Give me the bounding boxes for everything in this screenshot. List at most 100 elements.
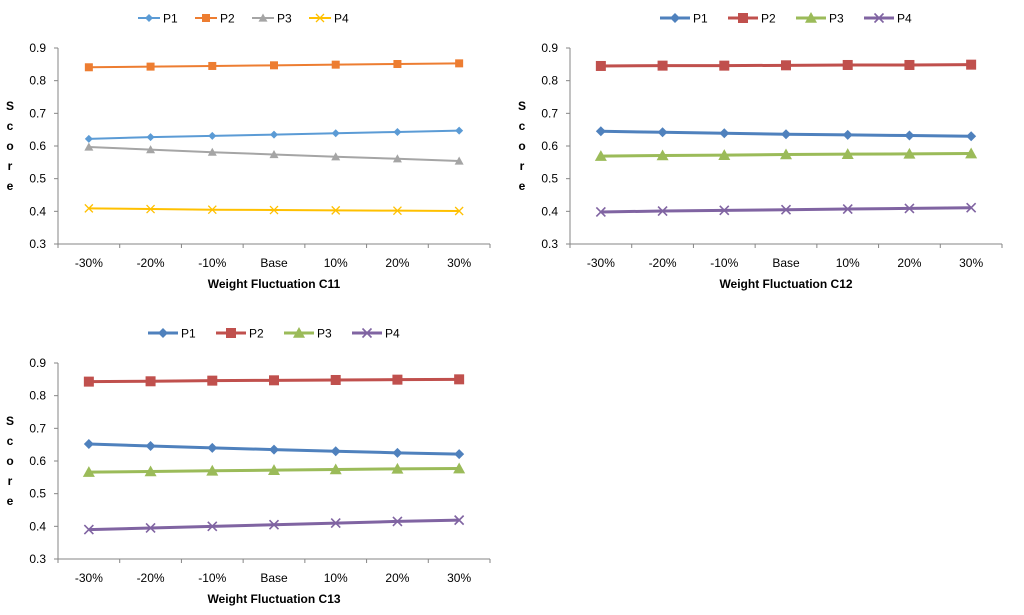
data-point <box>393 60 402 69</box>
data-point <box>392 206 402 216</box>
legend-marker <box>670 13 680 23</box>
legend-item-p3: P3 <box>284 327 332 341</box>
data-point <box>842 129 853 140</box>
legend-marker <box>873 12 885 24</box>
chart-svg: 0.3 0.4 0.5 0.6 0.7 0.8 0.9 -30% -20% -10% Base 10%… <box>6 327 491 606</box>
data-point <box>392 447 403 458</box>
data-point <box>904 59 915 70</box>
legend-label: P4 <box>385 327 400 341</box>
data-point <box>454 156 464 165</box>
data-point <box>331 60 340 69</box>
data-point <box>904 203 915 214</box>
data-point <box>269 375 279 386</box>
data-point <box>207 205 217 215</box>
legend-label: P3 <box>829 12 844 26</box>
x-tick-label: 10% <box>324 256 348 270</box>
data-point <box>842 59 853 70</box>
data-point <box>842 203 853 215</box>
data-point <box>657 60 668 71</box>
x-tick-label: -30% <box>587 256 615 270</box>
x-tick-label: 20% <box>897 256 921 270</box>
data-point <box>392 374 403 385</box>
data-point <box>780 204 792 215</box>
y-tick-label: 0.4 <box>29 519 46 533</box>
series-p1 <box>595 126 977 142</box>
legend-marker <box>315 13 325 23</box>
legend-label: P3 <box>277 12 292 26</box>
x-tick-label: -10% <box>710 256 738 270</box>
data-point <box>331 129 340 138</box>
chart-c11: 0.3 0.4 0.5 0.6 0.7 0.8 0.9 -30% -20% -10% Base 10%… <box>0 0 510 300</box>
x-axis-title: Weight Fluctuation C12 <box>719 277 852 291</box>
data-point <box>904 130 915 141</box>
y-tick-label: 0.3 <box>29 552 46 566</box>
data-point <box>83 376 94 387</box>
chart-c13: 0.3 0.4 0.5 0.6 0.7 0.8 0.9 -30% -20% -10% Base 10%… <box>0 315 510 615</box>
legend: P1 P2 P3 P4 <box>660 12 912 26</box>
data-point <box>270 61 278 70</box>
data-point <box>329 463 342 475</box>
data-point <box>330 374 341 385</box>
y-tick-label: 0.9 <box>29 356 46 370</box>
data-point <box>270 130 278 139</box>
y-tick-label: 0.9 <box>29 41 46 55</box>
legend-marker <box>293 327 305 338</box>
x-tick-label: Base <box>260 256 288 270</box>
data-point <box>268 464 280 475</box>
data-point <box>146 133 155 142</box>
y-tick-label: 0.7 <box>29 421 46 435</box>
data-point <box>719 205 730 216</box>
series-p1 <box>83 439 465 460</box>
data-point <box>455 59 464 68</box>
x-axis-title: Weight Fluctuation C11 <box>208 277 341 291</box>
series-p3 <box>82 462 466 477</box>
data-point <box>208 61 217 70</box>
data-point <box>145 522 156 534</box>
data-point <box>82 466 95 477</box>
data-point <box>269 149 279 159</box>
data-point <box>903 147 916 159</box>
legend-label: P2 <box>249 327 264 341</box>
legend-label: P3 <box>317 327 332 341</box>
series-p4 <box>83 515 465 535</box>
data-point <box>718 149 731 160</box>
x-tick-label: -10% <box>198 256 226 270</box>
x-tick-label: -20% <box>137 571 165 585</box>
legend-item-p4: P4 <box>309 12 349 26</box>
legend-label: P2 <box>220 12 235 26</box>
data-point <box>208 131 217 140</box>
x-tick-label: 10% <box>836 256 860 270</box>
data-point <box>84 134 93 143</box>
series-p2 <box>83 374 465 387</box>
legend-item-p2: P2 <box>195 12 235 26</box>
data-point <box>595 206 606 218</box>
data-point <box>595 60 606 71</box>
x-tick-label: 20% <box>385 256 409 270</box>
legend-item-p4: P4 <box>864 12 912 26</box>
legend-marker <box>158 328 168 338</box>
data-point <box>781 129 791 140</box>
data-point <box>392 154 402 163</box>
x-tick-label: -20% <box>649 256 677 270</box>
legend-item-p1: P1 <box>660 12 708 26</box>
data-point <box>453 462 466 474</box>
chart-svg: 0.3 0.4 0.5 0.6 0.7 0.8 0.9 -30% -20% -10% Base 10%… <box>6 12 491 291</box>
data-point <box>966 131 977 142</box>
data-point <box>780 148 792 160</box>
legend-marker <box>738 13 748 23</box>
legend-marker <box>202 14 210 22</box>
data-point <box>657 127 668 138</box>
data-point <box>146 62 155 71</box>
x-tick-label: -30% <box>75 571 103 585</box>
series-p3 <box>594 147 978 161</box>
data-point <box>719 128 730 139</box>
legend-label: P4 <box>897 12 912 26</box>
data-point <box>393 127 402 136</box>
data-point <box>146 145 156 154</box>
legend: P1 P2 P3 P4 <box>138 12 349 26</box>
legend-item-p4: P4 <box>352 327 400 341</box>
legend-label: P2 <box>761 12 776 26</box>
chart-c12: 0.3 0.4 0.5 0.6 0.7 0.8 0.9 -30% -20% -10% Base 10%… <box>512 0 1022 300</box>
data-point <box>331 205 341 215</box>
